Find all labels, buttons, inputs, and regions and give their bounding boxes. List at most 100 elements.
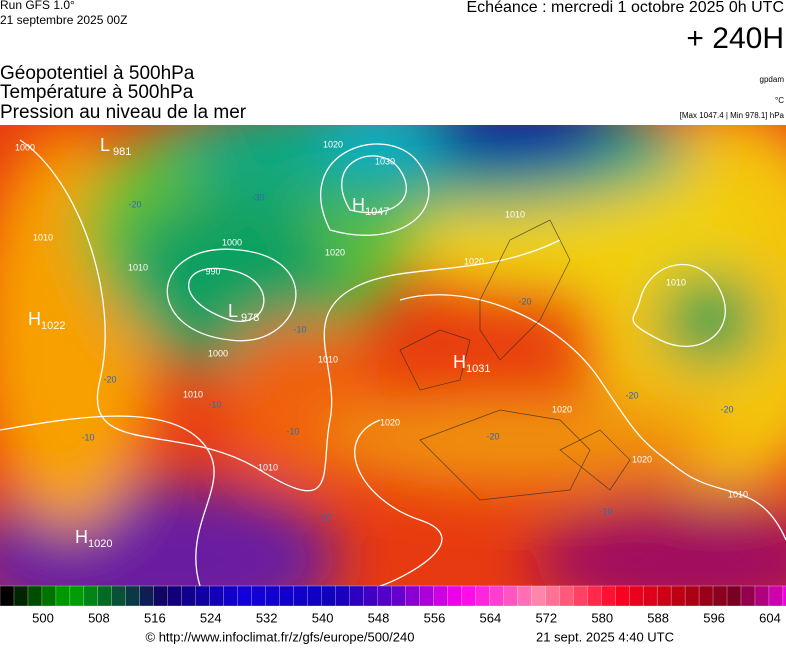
field: Pression au niveau de la mer — [0, 102, 247, 123]
colorbar-label: 516 — [144, 610, 166, 625]
temperature-label: -20 — [103, 374, 116, 384]
isobar-label: 1030 — [375, 156, 395, 166]
isobar-label: 1000 — [222, 237, 242, 247]
colorbar-cell — [97, 585, 113, 607]
colorbar-cell — [517, 585, 532, 607]
colorbar-cell — [237, 585, 253, 607]
colorbar-label: 596 — [703, 610, 725, 625]
colorbar-label: 532 — [256, 610, 278, 625]
isobar-label: 1020 — [464, 256, 484, 266]
temperature-label: -10 — [208, 399, 221, 409]
isobar-label: 1000 — [15, 142, 35, 152]
colorbar-label: 572 — [535, 610, 557, 625]
temperature-label: -10 — [599, 506, 612, 516]
unit: gpdam — [760, 75, 785, 84]
center-value: 1020 — [88, 538, 112, 550]
isobar-label: 990 — [205, 266, 220, 276]
colorbar-cell — [656, 585, 672, 607]
colorbar-cell — [670, 585, 686, 607]
colorbar-cell — [391, 585, 406, 607]
colorbar-cell — [726, 585, 742, 607]
isobar-label: 1020 — [323, 139, 343, 149]
colorbar-label: 500 — [32, 610, 54, 625]
colorbar-cell — [754, 585, 770, 607]
colorbar-cell — [601, 585, 616, 607]
colorbar-cell — [153, 585, 169, 607]
isobar-label: 1020 — [552, 404, 572, 414]
colorbar-cell — [461, 585, 476, 607]
isobar-label: 1010 — [128, 262, 148, 272]
colorbar-cell — [209, 585, 225, 607]
isobar-label: 1020 — [325, 247, 345, 257]
center-symbol: H — [75, 527, 88, 547]
isobar-label: 1010 — [728, 489, 748, 499]
temperature-label: -10 — [81, 432, 94, 442]
colorbar-cell — [684, 585, 700, 607]
colorbar-label: 588 — [647, 610, 669, 625]
unit: [Max 1047.4 | Min 978.1] hPa — [680, 111, 785, 120]
colorbar-cell — [307, 585, 323, 607]
center-value: 1022 — [41, 320, 65, 332]
temperature-label: -30 — [251, 192, 264, 202]
isobar-label: 1010 — [258, 462, 278, 472]
colorbar-cell — [712, 585, 728, 607]
colorbar-cell — [321, 585, 336, 607]
isobar-label: 1010 — [505, 209, 525, 219]
isobar-label: 1010 — [183, 389, 203, 399]
center-value: 981 — [113, 146, 131, 158]
colorbar-cell — [559, 585, 574, 607]
colorbar-cell — [41, 585, 57, 607]
colorbar-cell — [475, 585, 490, 607]
unit: °C — [775, 96, 784, 105]
colorbar-cell — [587, 585, 602, 607]
colorbar-label: 564 — [480, 610, 502, 625]
colorbar-cell — [531, 585, 546, 607]
colorbar-cell — [768, 585, 784, 607]
colorbar-cell — [111, 585, 127, 607]
colorbar-cell — [698, 585, 714, 607]
center-symbol: L — [228, 301, 238, 321]
colorbar-cell — [181, 585, 197, 607]
isobar-label: 1020 — [380, 417, 400, 427]
colorbar-cell — [782, 585, 786, 607]
colorbar-cell — [363, 585, 378, 607]
temperature-label: -10 — [293, 324, 306, 334]
map — [0, 125, 786, 586]
center-symbol: L — [100, 135, 110, 155]
colorbar-cell — [125, 585, 141, 607]
colorbar-label: 524 — [200, 610, 222, 625]
temperature-label: -10 — [286, 426, 299, 436]
source: © http://www.infoclimat.fr/z/gfs/europe/… — [146, 629, 415, 644]
colorbar-cell — [279, 585, 295, 607]
colorbar-label: 540 — [312, 610, 334, 625]
field: Température à 500hPa — [0, 82, 194, 103]
colorbar-cell — [740, 585, 756, 607]
colorbar-cell — [0, 585, 15, 607]
run-date: 21 septembre 2025 00Z — [0, 13, 127, 27]
center-value: 978 — [241, 312, 259, 324]
colorbar-cell — [293, 585, 309, 607]
colorbar-cell — [139, 585, 155, 607]
isobar-label: 1000 — [208, 348, 228, 358]
temperature-label: -10 — [318, 512, 331, 522]
colorbar-cell — [419, 585, 434, 607]
temperature-label: -20 — [720, 404, 733, 414]
center-symbol: H — [453, 352, 466, 372]
center-value: 1047 — [365, 206, 389, 218]
temperature-label: -20 — [128, 199, 141, 209]
colorbar-label: 604 — [759, 610, 781, 625]
temperature-label: -20 — [625, 390, 638, 400]
colorbar-cell — [13, 585, 29, 607]
center-symbol: H — [28, 309, 41, 329]
center-value: 1031 — [466, 363, 490, 375]
temperature-label: -20 — [486, 431, 499, 441]
colorbar-cell — [433, 585, 448, 607]
colorbar-cell — [405, 585, 420, 607]
colorbar-cell — [628, 585, 644, 607]
colorbar-cell — [615, 585, 630, 607]
colorbar-cell — [167, 585, 183, 607]
isobar-label: 1010 — [666, 277, 686, 287]
colorbar-cell — [195, 585, 211, 607]
